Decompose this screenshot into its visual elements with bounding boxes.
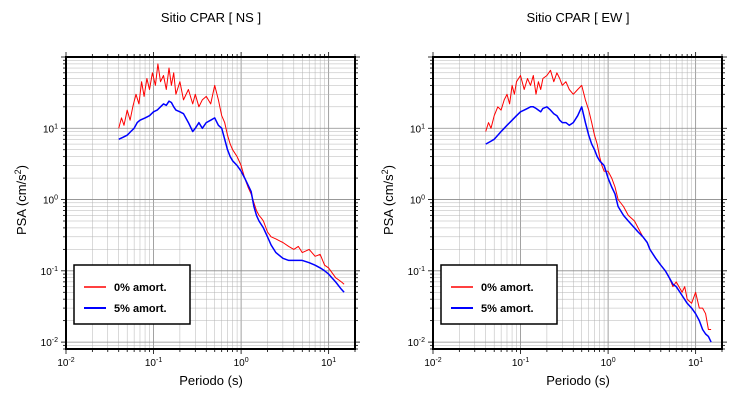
- x-tick-base: 10: [234, 358, 246, 369]
- x-tick-base: 10: [601, 358, 613, 369]
- x-tick-exp: -1: [156, 357, 162, 364]
- legend-label-0: 0% amort.: [481, 282, 534, 294]
- series-layer: [485, 69, 712, 343]
- y-tick-label: 100: [410, 195, 425, 207]
- x-tick-base: 10: [321, 358, 333, 369]
- x-tick-base: 10: [688, 358, 700, 369]
- y-axis-label-main: PSA (cm/s: [381, 174, 396, 235]
- grid: [65, 56, 356, 350]
- x-tick-label: 10-1: [145, 357, 162, 369]
- series-layer: [118, 63, 345, 293]
- y-tick-base: 10: [410, 124, 422, 135]
- x-tick-label: 101: [321, 357, 336, 369]
- x-tick-exp: 1: [332, 357, 336, 364]
- y-tick-label: 10-1: [41, 266, 58, 278]
- x-tick-label: 10-1: [512, 357, 529, 369]
- x-tick-exp: 1: [699, 357, 703, 364]
- y-tick-label: 10-2: [408, 337, 425, 349]
- x-tick-base: 10: [512, 358, 524, 369]
- legend-box: [440, 264, 558, 325]
- y-tick-exp: 1: [421, 123, 425, 130]
- x-tick-exp: 0: [612, 357, 616, 364]
- x-tick-label: 101: [688, 357, 703, 369]
- y-axis-label: PSA (cm/s2): [380, 165, 396, 235]
- legend-label-0: 0% amort.: [114, 282, 167, 294]
- y-tick-label: 101: [410, 123, 425, 135]
- y-axis-label-close: ): [14, 165, 29, 169]
- x-tick-base: 10: [57, 358, 69, 369]
- y-tick-base: 10: [41, 267, 53, 278]
- y-tick-exp: -2: [419, 337, 425, 344]
- y-tick-exp: 0: [54, 195, 58, 202]
- y-tick-exp: 1: [54, 123, 58, 130]
- y-axis-label-main: PSA (cm/s: [14, 174, 29, 235]
- chart-ns: Sitio CPAR [ NS ] 10-2 10-1 100 10110-210-1…: [13, 10, 360, 388]
- y-axis-label-close: ): [381, 165, 396, 169]
- x-tick-exp: -2: [68, 357, 74, 364]
- series-line-1: [118, 100, 345, 293]
- y-tick-base: 10: [43, 124, 55, 135]
- y-tick-label: 10-1: [408, 266, 425, 278]
- legend: 0% amort. 5% amort.: [440, 264, 558, 325]
- series-line-1: [485, 106, 712, 343]
- y-tick-label: 101: [43, 123, 58, 135]
- x-tick-label: 10-2: [57, 357, 74, 369]
- series-line-0: [118, 63, 345, 285]
- y-tick-exp: -1: [52, 266, 58, 273]
- chart-title: Sitio CPAR [ NS ]: [161, 10, 261, 25]
- y-tick-base: 10: [43, 196, 55, 207]
- y-tick-base: 10: [410, 196, 422, 207]
- x-axis-label: Periodo (s): [179, 373, 243, 388]
- y-axis-label: PSA (cm/s2): [13, 165, 29, 235]
- plot-frame: [65, 56, 356, 350]
- x-tick-label: 100: [601, 357, 616, 369]
- legend-box: [73, 264, 191, 325]
- y-axis-label-exp: 2: [380, 169, 390, 174]
- y-tick-exp: -1: [419, 266, 425, 273]
- legend-label-1: 5% amort.: [114, 303, 167, 315]
- chart-ew: Sitio CPAR [ EW ] 10-2 10-1 100 10110-210-1…: [380, 10, 727, 388]
- x-tick-exp: -2: [435, 357, 441, 364]
- y-tick-exp: 0: [421, 195, 425, 202]
- series-line-0: [485, 69, 712, 330]
- y-axis-label-exp: 2: [13, 169, 23, 174]
- y-tick-label: 100: [43, 195, 58, 207]
- y-tick-exp: -2: [52, 337, 58, 344]
- x-tick-base: 10: [145, 358, 157, 369]
- x-tick-exp: 0: [245, 357, 249, 364]
- chart-title: Sitio CPAR [ EW ]: [526, 10, 629, 25]
- y-tick-label: 10-2: [41, 337, 58, 349]
- plot-frame: [432, 56, 723, 350]
- y-tick-base: 10: [408, 267, 420, 278]
- y-tick-base: 10: [408, 338, 420, 349]
- x-axis-label: Periodo (s): [546, 373, 610, 388]
- x-tick-label: 100: [234, 357, 249, 369]
- x-tick-exp: -1: [523, 357, 529, 364]
- x-tick-base: 10: [424, 358, 436, 369]
- legend-label-1: 5% amort.: [481, 303, 534, 315]
- y-tick-base: 10: [41, 338, 53, 349]
- x-tick-label: 10-2: [424, 357, 441, 369]
- legend: 0% amort. 5% amort.: [73, 264, 191, 325]
